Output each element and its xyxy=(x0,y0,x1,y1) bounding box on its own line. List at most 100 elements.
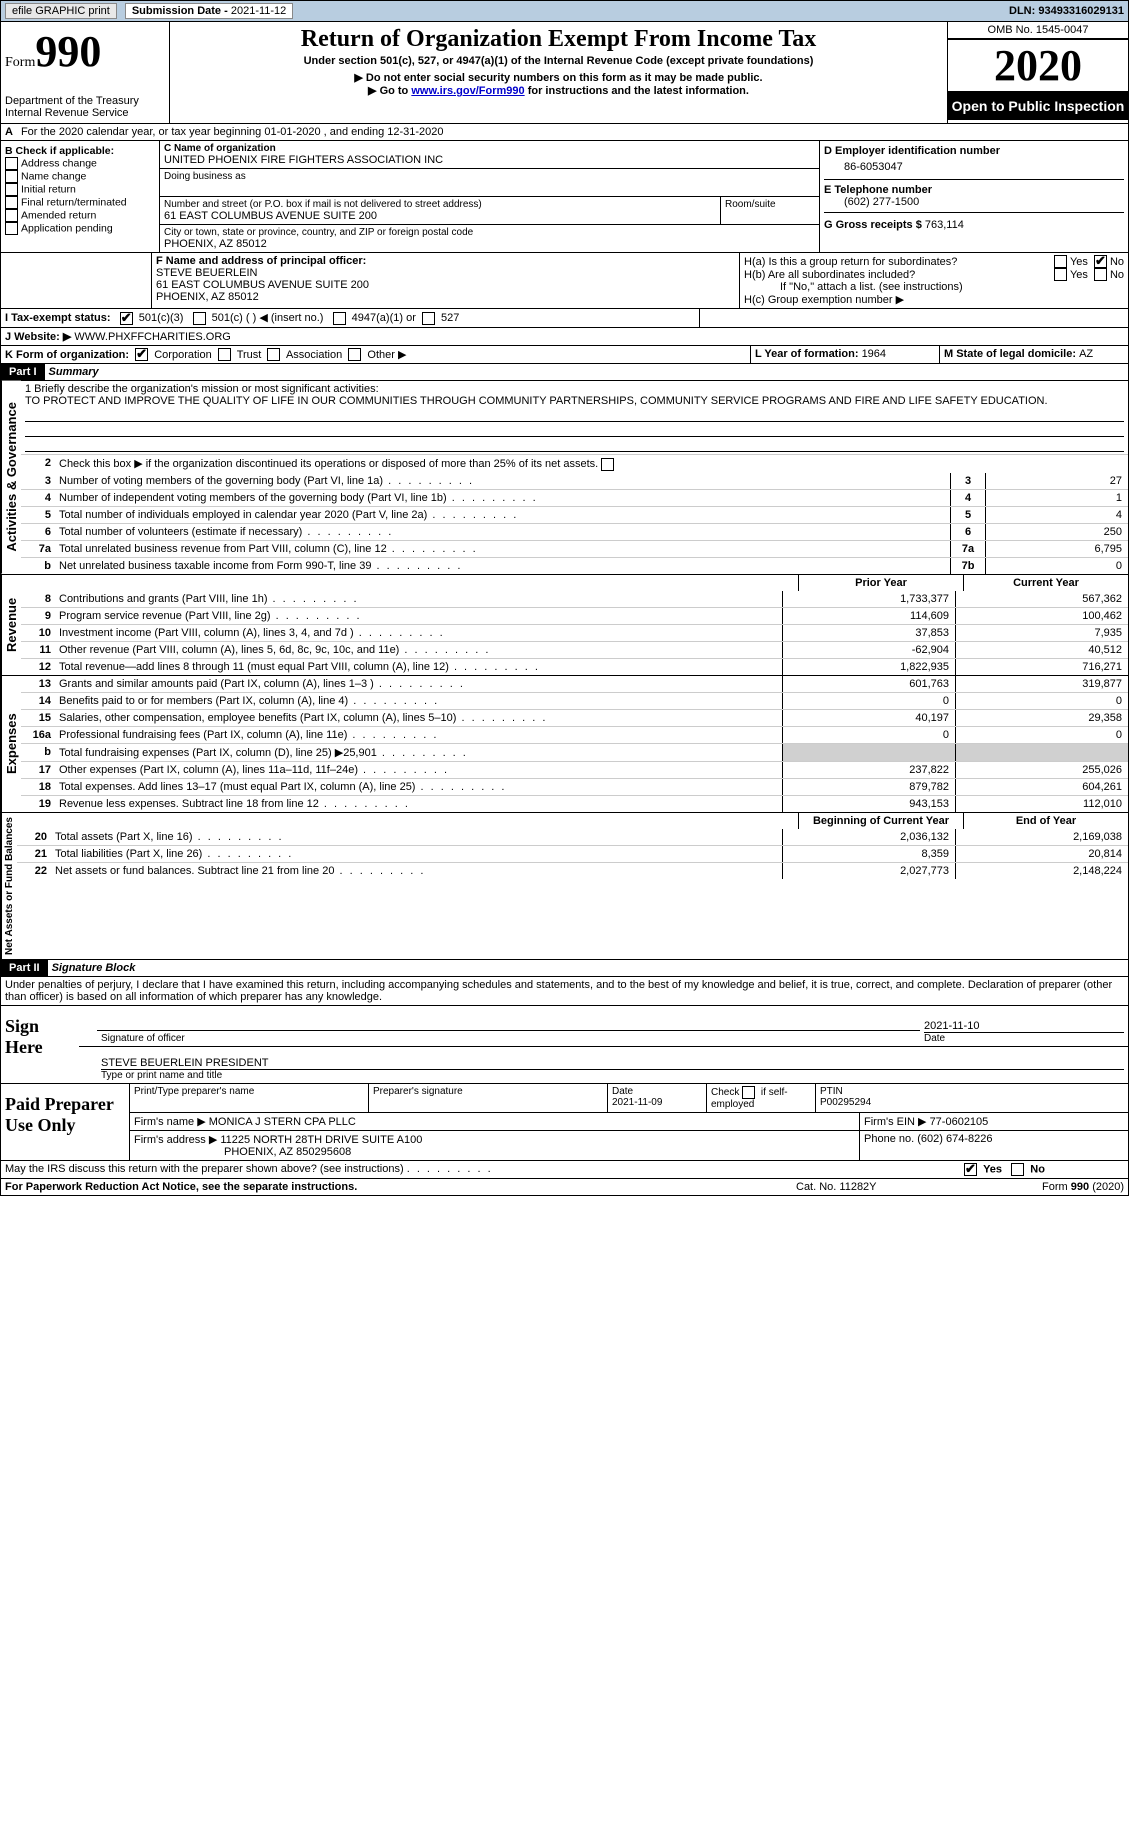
cb-discuss-yes[interactable] xyxy=(964,1163,977,1176)
i-o1: 501(c)(3) xyxy=(139,312,184,324)
declaration: Under penalties of perjury, I declare th… xyxy=(0,977,1129,1006)
line-klm: K Form of organization: Corporation Trus… xyxy=(0,346,1129,365)
part2-header: Part II xyxy=(1,960,48,976)
check-label: Check xyxy=(711,1087,739,1098)
firm-name-label: Firm's name ▶ xyxy=(134,1116,209,1128)
pra-notice: For Paperwork Reduction Act Notice, see … xyxy=(1,1179,792,1195)
efile-print-button[interactable]: efile GRAPHIC print xyxy=(5,3,117,19)
cb-amended[interactable] xyxy=(5,209,18,222)
note-2a: ▶ Go to xyxy=(368,85,411,97)
side-expenses: Expenses xyxy=(1,676,21,812)
footer-row: For Paperwork Reduction Act Notice, see … xyxy=(0,1179,1129,1196)
cb-corp[interactable] xyxy=(135,348,148,361)
col-prior: Prior Year xyxy=(798,575,963,591)
officer-addr2: PHOENIX, AZ 85012 xyxy=(156,291,735,303)
table-row: bTotal fundraising expenses (Part IX, co… xyxy=(21,743,1128,761)
cb-527[interactable] xyxy=(422,312,435,325)
cb-ha-no[interactable] xyxy=(1094,255,1107,268)
b-title: B Check if applicable: xyxy=(5,145,155,157)
col-begin: Beginning of Current Year xyxy=(798,813,963,829)
form-word: Form xyxy=(5,55,35,70)
cb-q2[interactable] xyxy=(601,458,614,471)
section-fh: F Name and address of principal officer:… xyxy=(0,253,1129,309)
table-row: 17Other expenses (Part IX, column (A), l… xyxy=(21,761,1128,778)
cb-hb-no[interactable] xyxy=(1094,268,1107,281)
cb-discuss-no[interactable] xyxy=(1011,1163,1024,1176)
sig-officer-label: Signature of officer xyxy=(97,1030,920,1046)
officer-name: STEVE BEUERLEIN xyxy=(156,267,735,279)
firm-addr1: 11225 NORTH 28TH DRIVE SUITE A100 xyxy=(220,1134,422,1146)
cb-address-change[interactable] xyxy=(5,157,18,170)
form-subtitle: Under section 501(c), 527, or 4947(a)(1)… xyxy=(174,55,943,67)
cb-501c[interactable] xyxy=(193,312,206,325)
cb-ha-yes[interactable] xyxy=(1054,255,1067,268)
firm-addr2: PHOENIX, AZ 850295608 xyxy=(134,1146,855,1158)
cb-trust[interactable] xyxy=(218,348,231,361)
prep-name-label: Print/Type preparer's name xyxy=(130,1084,369,1112)
type-label: Type or print name and title xyxy=(101,1069,1124,1081)
firm-addr-label: Firm's address ▶ xyxy=(134,1134,220,1146)
table-row: 12Total revenue—add lines 8 through 11 (… xyxy=(21,658,1128,675)
cb-app-pending[interactable] xyxy=(5,222,18,235)
table-row: 14Benefits paid to or for members (Part … xyxy=(21,692,1128,709)
gov-line: 7aTotal unrelated business revenue from … xyxy=(21,540,1128,557)
discuss-text: May the IRS discuss this return with the… xyxy=(5,1163,404,1175)
omb-number: OMB No. 1545-0047 xyxy=(948,22,1128,39)
sign-here-block: Sign Here Signature of officer 2021-11-1… xyxy=(0,1006,1129,1084)
hb-label: H(b) Are all subordinates included? xyxy=(744,269,1054,281)
ha-label: H(a) Is this a group return for subordin… xyxy=(744,256,1054,268)
line-j: J Website: ▶ WWW.PHXFFCHARITIES.ORG xyxy=(0,328,1129,346)
section-netassets: Net Assets or Fund Balances Beginning of… xyxy=(0,813,1129,960)
open-public: Open to Public Inspection xyxy=(948,92,1128,120)
cb-assoc[interactable] xyxy=(267,348,280,361)
cb-hb-yes[interactable] xyxy=(1054,268,1067,281)
phone-value: (602) 277-1500 xyxy=(824,196,1124,208)
cb-self-employed[interactable] xyxy=(742,1086,755,1099)
side-revenue: Revenue xyxy=(1,575,21,675)
q1-text: TO PROTECT AND IMPROVE THE QUALITY OF LI… xyxy=(25,395,1124,407)
gov-line: 3Number of voting members of the governi… xyxy=(21,473,1128,489)
top-bar: efile GRAPHIC print Submission Date - 20… xyxy=(0,0,1129,22)
cb-4947[interactable] xyxy=(333,312,346,325)
cb-other[interactable] xyxy=(348,348,361,361)
form990-link[interactable]: www.irs.gov/Form990 xyxy=(411,85,524,97)
side-netassets: Net Assets or Fund Balances xyxy=(1,813,17,959)
cb-name-change[interactable] xyxy=(5,170,18,183)
k-o3: Association xyxy=(286,349,342,361)
c-label: C Name of organization xyxy=(164,143,815,154)
table-row: 13Grants and similar amounts paid (Part … xyxy=(21,676,1128,692)
table-row: 15Salaries, other compensation, employee… xyxy=(21,709,1128,726)
table-row: 21Total liabilities (Part X, line 26)8,3… xyxy=(17,845,1128,862)
form-title: Return of Organization Exempt From Incom… xyxy=(174,26,943,53)
table-row: 18Total expenses. Add lines 13–17 (must … xyxy=(21,778,1128,795)
org-name: UNITED PHOENIX FIRE FIGHTERS ASSOCIATION… xyxy=(164,154,815,166)
cb-501c3[interactable] xyxy=(120,312,133,325)
ha-no: No xyxy=(1110,256,1124,268)
prep-date-label: Date xyxy=(612,1086,702,1097)
table-row: 10Investment income (Part VIII, column (… xyxy=(21,624,1128,641)
cb-initial-return[interactable] xyxy=(5,183,18,196)
m-label: M State of legal domicile: xyxy=(944,348,1079,360)
sign-here-label: Sign Here xyxy=(1,1006,79,1083)
cat-no: Cat. No. 11282Y xyxy=(792,1179,960,1195)
side-governance: Activities & Governance xyxy=(1,381,21,574)
city-value: PHOENIX, AZ 85012 xyxy=(164,238,815,250)
gov-line: 6Total number of volunteers (estimate if… xyxy=(21,523,1128,540)
cb-final-return[interactable] xyxy=(5,196,18,209)
g-label: G Gross receipts $ xyxy=(824,219,925,231)
prep-date: 2021-11-09 xyxy=(612,1097,702,1108)
table-row: 22Net assets or fund balances. Subtract … xyxy=(17,862,1128,879)
k-o2: Trust xyxy=(237,349,262,361)
street-label: Number and street (or P.O. box if mail i… xyxy=(164,199,716,210)
k-o1: Corporation xyxy=(154,349,211,361)
dln-value: 93493316029131 xyxy=(1038,5,1124,17)
b-item-3: Final return/terminated xyxy=(21,196,127,208)
submission-date: 2021-11-12 xyxy=(231,5,286,17)
i-o3: 4947(a)(1) or xyxy=(352,312,416,324)
part1-header-row: Part I Summary xyxy=(0,364,1129,381)
part1-header: Part I xyxy=(1,364,45,380)
i-label: I Tax-exempt status: xyxy=(5,312,111,324)
part1-title: Summary xyxy=(45,364,103,380)
dba-label: Doing business as xyxy=(164,171,815,182)
declaration-text: Under penalties of perjury, I declare th… xyxy=(1,977,1128,1005)
